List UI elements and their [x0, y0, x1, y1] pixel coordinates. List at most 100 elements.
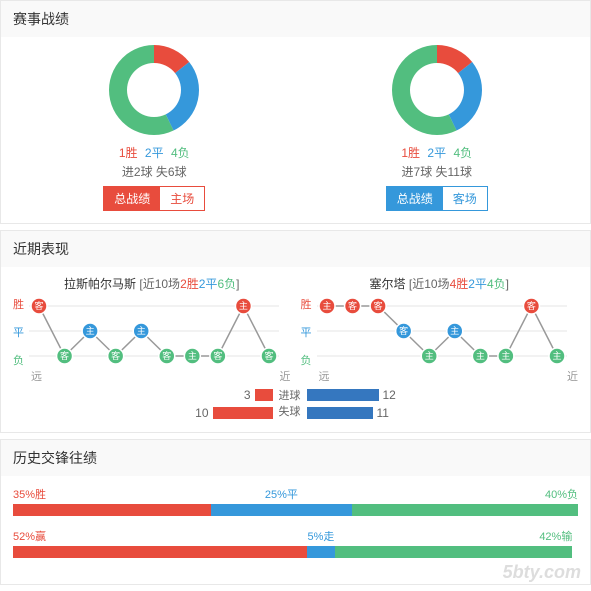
svg-text:客: 客	[264, 350, 273, 361]
win-label: 1胜	[119, 146, 138, 160]
perf-point: 主	[421, 348, 437, 364]
svg-text:客: 客	[348, 300, 357, 311]
hist-seg	[352, 504, 578, 516]
svg-text:客: 客	[162, 350, 171, 361]
svg-text:客: 客	[60, 350, 69, 361]
loss-label: 4负	[171, 146, 190, 160]
perf-point: 主	[235, 298, 251, 314]
perf-point: 主	[184, 348, 200, 364]
right-for-val: 12	[383, 388, 396, 402]
bar-right-against	[307, 407, 373, 419]
perf-point: 主	[446, 323, 462, 339]
svg-text:主: 主	[86, 325, 95, 336]
y-axis-left: 胜 平 负	[13, 296, 29, 368]
svg-text:客: 客	[34, 300, 43, 311]
tab-secondary-right[interactable]: 客场	[443, 187, 487, 210]
donut-right	[392, 45, 482, 135]
svg-text:主: 主	[239, 300, 248, 311]
tab-primary-right[interactable]: 总战绩	[387, 187, 443, 210]
goal-labels: 进球失球	[279, 388, 301, 420]
history-bar-0	[13, 504, 578, 516]
svg-text:主: 主	[322, 300, 331, 311]
line-chart-left: 胜 平 负 客 客 主 客 主 客 主 客	[13, 296, 291, 382]
record-panel: 赛事战绩 1胜 2平 4负 进2球 失6球 总战绩 主场 1胜 2平 4负 进7…	[0, 0, 591, 224]
perf-title: 近期表现	[1, 231, 590, 267]
hist-label: 5%走	[307, 528, 335, 544]
svg-text:主: 主	[450, 325, 459, 336]
donut-col-right: 1胜 2平 4负 进7球 失11球 总战绩 客场	[296, 45, 579, 211]
loss-label: 4负	[453, 146, 472, 160]
svg-text:主: 主	[424, 350, 433, 361]
hist-label: 40%负	[352, 486, 578, 502]
draw-label: 2平	[427, 146, 446, 160]
record-summary-right: 1胜 2平 4负	[296, 144, 579, 161]
record-title: 赛事战绩	[1, 1, 590, 37]
svg-text:主: 主	[188, 350, 197, 361]
perf-header-right: 塞尔塔 [近10场4胜2平4负]	[301, 275, 579, 292]
perf-point: 客	[261, 348, 277, 364]
history-panel: 历史交锋往绩 35%胜25%平40%负 52%赢5%走42%输	[0, 439, 591, 585]
hist-label: 25%平	[211, 486, 352, 502]
perf-col-right: 塞尔塔 [近10场4胜2平4负] 胜 平 负 主 客 客 客 主	[301, 275, 579, 382]
draw-label: 2平	[145, 146, 164, 160]
history-row-1: 52%赢5%走42%输	[13, 528, 578, 558]
goals-text-right: 进7球 失11球	[296, 163, 579, 180]
history-bar-1	[13, 546, 578, 558]
goal-right: 12 11	[307, 388, 396, 420]
record-summary-left: 1胜 2平 4负	[13, 144, 296, 161]
svg-text:主: 主	[475, 350, 484, 361]
donut-col-left: 1胜 2平 4负 进2球 失6球 总战绩 主场	[13, 45, 296, 211]
history-body: 35%胜25%平40%负 52%赢5%走42%输	[1, 476, 590, 584]
tab-primary-left[interactable]: 总战绩	[104, 187, 160, 210]
svg-text:主: 主	[501, 350, 510, 361]
history-row-0: 35%胜25%平40%负	[13, 486, 578, 516]
hist-seg	[307, 546, 335, 558]
svg-text:主: 主	[137, 325, 146, 336]
left-for-val: 3	[244, 388, 251, 402]
right-against-val: 11	[377, 406, 389, 420]
svg-text:客: 客	[399, 325, 408, 336]
perf-point: 客	[108, 348, 124, 364]
svg-text:客: 客	[526, 300, 535, 311]
bar-left-for	[255, 389, 273, 401]
donut-left	[109, 45, 199, 135]
perf-point: 客	[210, 348, 226, 364]
hist-seg	[13, 546, 307, 558]
svg-text:主: 主	[552, 350, 561, 361]
perf-point: 客	[370, 298, 386, 314]
perf-point: 主	[497, 348, 513, 364]
perf-point: 客	[57, 348, 73, 364]
x-axis-right: 远近	[319, 368, 579, 384]
hist-seg	[13, 504, 211, 516]
perf-point: 主	[133, 323, 149, 339]
hist-label: 42%输	[335, 528, 572, 544]
hist-label: 52%赢	[13, 528, 307, 544]
goals-text-left: 进2球 失6球	[13, 163, 296, 180]
svg-text:客: 客	[373, 300, 382, 311]
perf-point: 主	[549, 348, 565, 364]
svg-text:客: 客	[111, 350, 120, 361]
svg-text:客: 客	[213, 350, 222, 361]
tab-group-right: 总战绩 客场	[386, 186, 488, 211]
hist-seg	[211, 504, 352, 516]
perf-point: 主	[472, 348, 488, 364]
bar-left-against	[213, 407, 273, 419]
y-axis-right: 胜 平 负	[301, 296, 317, 368]
perf-point: 主	[319, 298, 335, 314]
perf-point: 客	[395, 323, 411, 339]
perf-point: 主	[82, 323, 98, 339]
tab-group-left: 总战绩 主场	[103, 186, 205, 211]
left-against-val: 10	[195, 406, 208, 420]
x-axis-left: 远近	[31, 368, 291, 384]
bar-right-for	[307, 389, 379, 401]
goal-bars: 3 10 进球失球 12 11	[13, 388, 578, 420]
perf-header-left: 拉斯帕尔马斯 [近10场2胜2平6负]	[13, 275, 291, 292]
perf-point: 客	[31, 298, 47, 314]
tab-secondary-left[interactable]: 主场	[160, 187, 204, 210]
win-label: 1胜	[401, 146, 420, 160]
donut-row: 1胜 2平 4负 进2球 失6球 总战绩 主场 1胜 2平 4负 进7球 失11…	[13, 45, 578, 211]
history-title: 历史交锋往绩	[1, 440, 590, 476]
perf-point: 客	[344, 298, 360, 314]
perf-panel: 近期表现 拉斯帕尔马斯 [近10场2胜2平6负] 胜 平 负 客 客	[0, 230, 591, 433]
line-chart-right: 胜 平 负 主 客 客 客 主 主 主 主	[301, 296, 579, 382]
